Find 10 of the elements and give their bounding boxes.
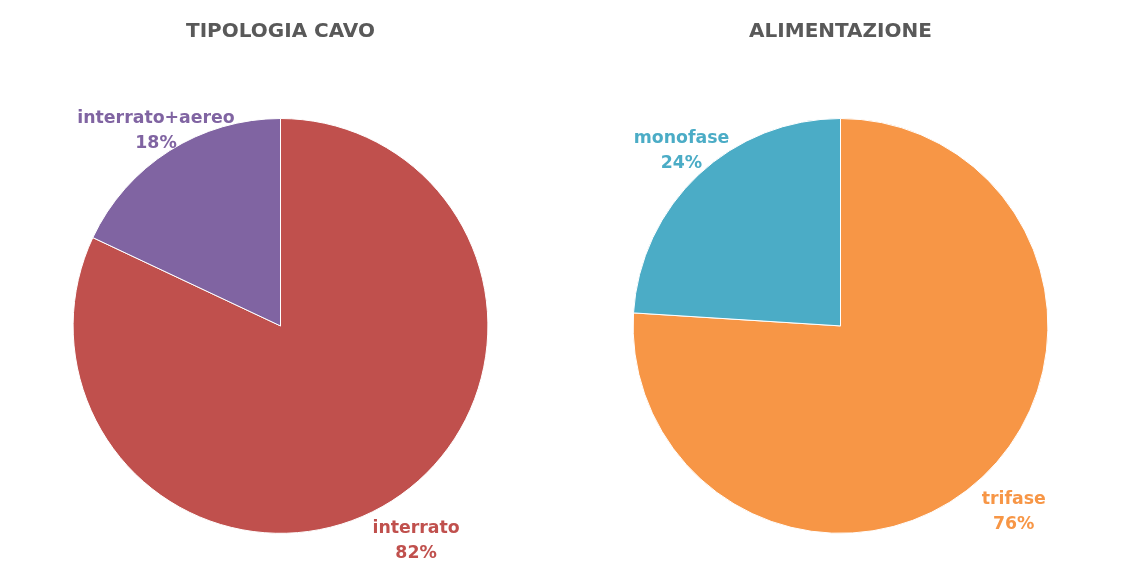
data-label: 18%	[135, 132, 177, 153]
data-label: 82%	[395, 541, 437, 562]
chart-title: TIPOLOGIA CAVO	[186, 17, 376, 42]
slice-label: monofase	[633, 127, 730, 148]
data-label: 24%	[660, 152, 703, 173]
slice-label: interrato+aereo	[77, 107, 235, 128]
chart-title: ALIMENTAZIONE	[749, 17, 932, 42]
data-label: 76%	[992, 512, 1035, 533]
slice-label: trifase	[981, 487, 1046, 508]
slice-label: interrato	[372, 516, 460, 537]
